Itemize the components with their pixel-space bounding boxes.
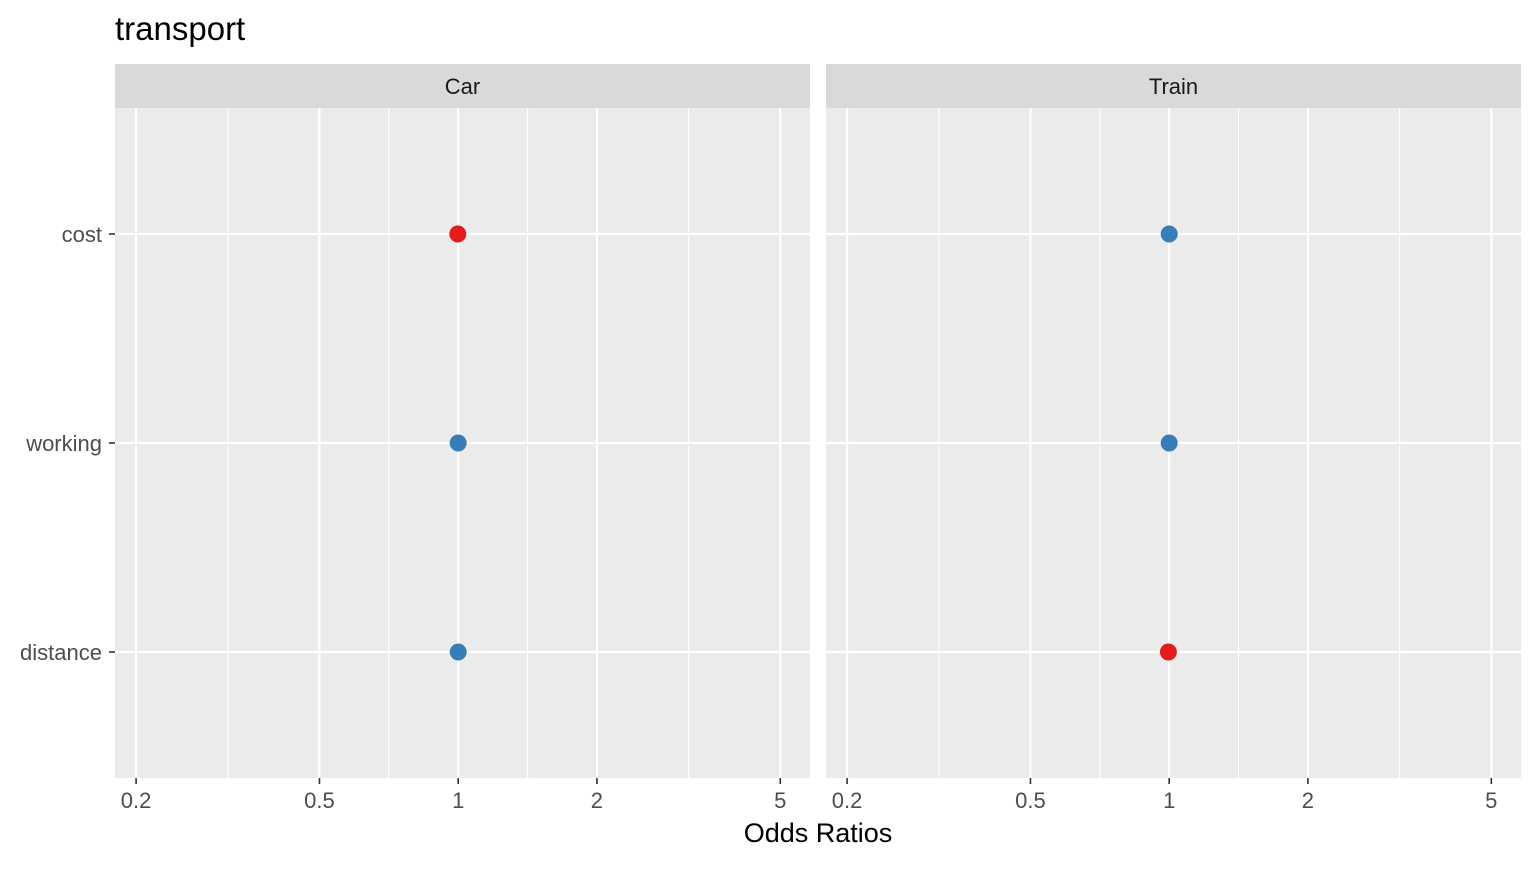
data-point-car-distance — [449, 643, 467, 661]
facet-strip-background — [826, 64, 1521, 108]
x-tick-label: 1 — [1163, 788, 1175, 813]
data-point-car-working — [449, 434, 467, 452]
x-tick-label: 1 — [452, 788, 464, 813]
x-tick-label: 0.5 — [1015, 788, 1046, 813]
facet-strip-label: Car — [445, 74, 480, 99]
x-tick-label: 5 — [774, 788, 786, 813]
y-tick-label-working: working — [25, 431, 102, 456]
data-point-train-cost — [1160, 225, 1178, 243]
x-tick-label: 2 — [591, 788, 603, 813]
x-tick-label: 0.2 — [121, 788, 152, 813]
facet-strip-background — [115, 64, 810, 108]
y-axis: cost working distance — [20, 222, 115, 665]
panels-layer: Car 0.2 0.5 1 2 5 Train 0.2 0.5 1 2 5 cost working dis… — [20, 64, 1521, 813]
data-point-car-cost — [449, 225, 467, 243]
y-tick-label-distance: distance — [20, 640, 102, 665]
x-tick-label: 5 — [1485, 788, 1497, 813]
data-point-train-working — [1160, 434, 1178, 452]
chart-title: transport — [115, 10, 245, 47]
x-tick-label: 0.5 — [304, 788, 335, 813]
x-tick-label: 2 — [1302, 788, 1314, 813]
facet-strip-label: Train — [1149, 74, 1198, 99]
facet-panel-car: Car 0.2 0.5 1 2 5 — [115, 64, 810, 813]
facet-panel-train: Train 0.2 0.5 1 2 5 — [826, 64, 1521, 813]
x-tick-label: 0.2 — [832, 788, 863, 813]
x-axis-title: Odds Ratios — [744, 818, 893, 848]
y-tick-label-cost: cost — [62, 222, 102, 247]
data-point-train-distance — [1159, 643, 1177, 661]
